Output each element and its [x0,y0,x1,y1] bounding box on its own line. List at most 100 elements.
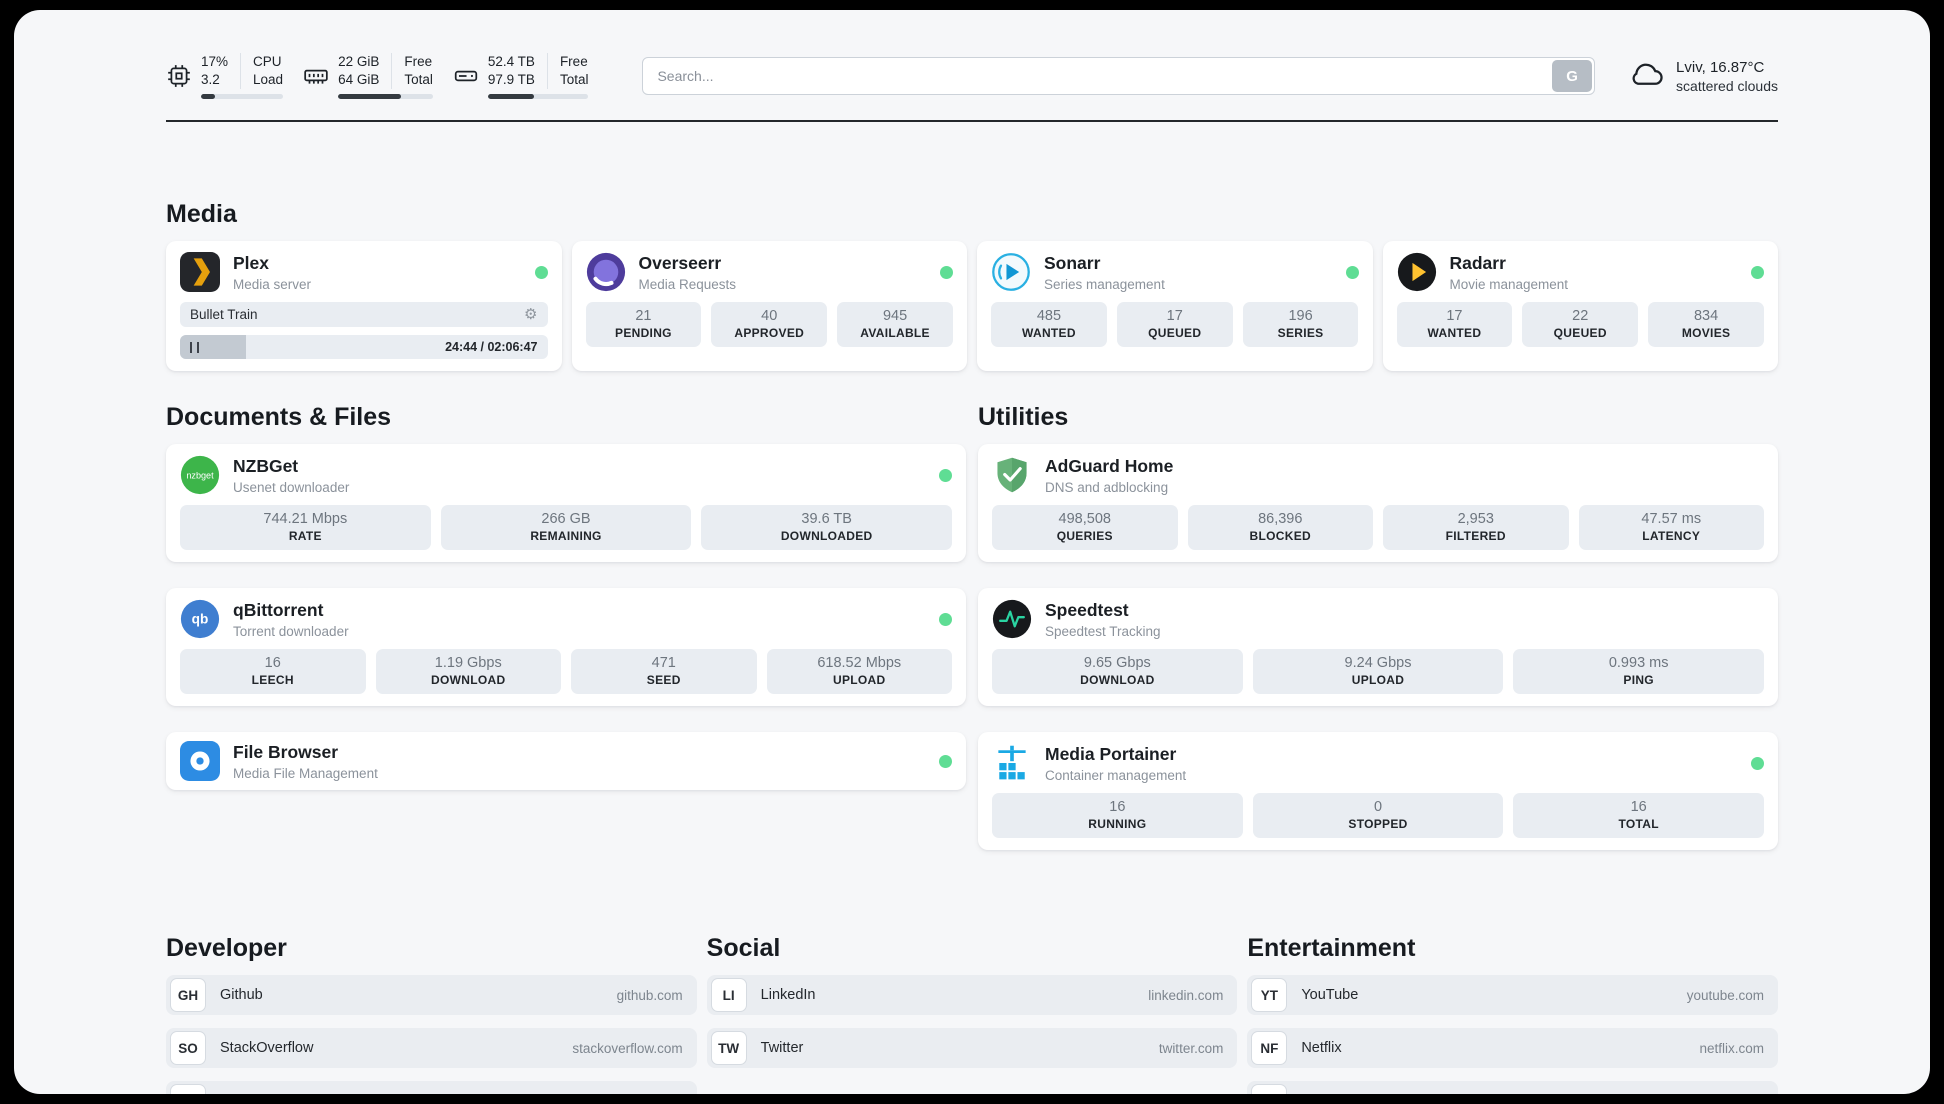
disk-total-label: Total [559,72,589,87]
app-subtitle: Container management [1045,767,1187,783]
disk-widget-body: 52.4 TB 97.9 TB Free Total [487,52,589,100]
disk-free-label: Free [559,53,588,69]
app-subtitle: Usenet downloader [233,479,350,495]
link-name: Netflix [1301,1040,1342,1056]
app-card-overseerr[interactable]: Overseerr Media Requests 21 PENDING 40 A… [571,241,967,371]
section-social: Social LI LinkedIn linkedin.com TW Twitt… [706,934,1238,1068]
link-url: twitter.com [1158,1040,1224,1056]
link-url: youtube.com [1686,987,1764,1003]
stat-value: 17 [1166,308,1183,324]
app-card-portainer[interactable]: Media Portainer Container management 16 … [978,732,1778,850]
stat-value: 945 [882,308,908,324]
stat-label: REMAINING [530,529,602,543]
stat-wanted: 17 WANTED [1396,302,1513,347]
app-card-qbittorrent[interactable]: qb qBittorrent Torrent downloader 16 LEE… [166,588,966,706]
link-row-github[interactable]: GH Github github.com [166,975,697,1015]
playback-progress-bar[interactable]: 24:44 / 02:06:47 [180,335,548,359]
ram-free-value: 22 GiB [338,53,380,69]
ram-free-label: Free [404,53,433,69]
section-title-social: Social [706,934,781,962]
stat-label: DOWNLOADED [780,529,873,543]
stat-queries: 498,508 QUERIES [992,505,1178,550]
stat-label: QUEUED [1553,326,1607,340]
link-row-stackoverflow[interactable]: SO StackOverflow stackoverflow.com [166,1028,697,1068]
sonarr-icon [991,252,1031,292]
svg-text:qb: qb [192,612,209,627]
link-url: netflix.com [1699,1040,1764,1056]
app-subtitle: Media server [233,276,312,292]
section-documents: Documents & Files nzbget NZBGet Usenet d… [166,403,966,816]
stat-value: 47.57 ms [1641,511,1702,527]
disk-free-value: 52.4 TB [487,53,535,69]
stat-value: 16 [1630,799,1647,815]
app-card-radarr[interactable]: Radarr Movie management 17 WANTED 22 QUE… [1382,241,1778,371]
link-name: LinkedIn [760,987,816,1003]
stat-download: 9.65 Gbps DOWNLOAD [992,649,1243,694]
link-row-youtube[interactable]: YT YouTube youtube.com [1247,975,1778,1015]
stat-value: 22 [1572,308,1589,324]
stat-value: 16 [264,655,281,671]
section-title-media: Media [166,200,237,228]
gear-icon[interactable]: ⚙ [524,306,538,323]
status-dot [940,265,953,279]
plex-icon [180,252,220,292]
stat-movies: 834 MOVIES [1648,302,1764,347]
status-dot [939,468,952,482]
stat-label: STOPPED [1348,817,1408,831]
app-card-plex[interactable]: Plex Media server Bullet Train ⚙ 24:44 /… [166,241,562,371]
status-dot [939,754,952,768]
link-row-netflix[interactable]: NF Netflix netflix.com [1247,1028,1778,1068]
link-row-reddit[interactable]: RE Reddit reddit.com [1247,1081,1778,1094]
link-url: github.com [616,987,683,1003]
cpu-usage-value: 17% [201,53,229,69]
search-engine-button[interactable]: G [1552,60,1593,92]
status-dot [1751,756,1764,770]
app-card-filebrowser[interactable]: File Browser Media File Management [166,732,966,790]
ram-widget-body: 22 GiB 64 GiB Free Total [338,52,433,100]
app-name: Overseerr [638,252,722,273]
stat-value: 834 [1693,308,1719,324]
stat-value: 266 GB [541,511,591,527]
qbittorrent-icon: qb [180,599,220,639]
ram-total-value: 64 GiB [338,72,380,87]
disk-usage-bar-fill [487,94,535,100]
stat-label: UPLOAD [1351,673,1405,687]
stat-label: LEECH [251,673,294,687]
link-row-dev[interactable]: DT DEV dev.to [166,1081,697,1094]
app-card-sonarr[interactable]: Sonarr Series management 485 WANTED 17 Q… [977,241,1373,371]
stat-label: BLOCKED [1249,529,1311,543]
cpu-load-value: 3.2 [201,72,220,87]
disk-widget: 52.4 TB 97.9 TB Free Total [453,52,589,100]
portainer-icon [992,743,1032,783]
section-media: Media Plex Media server Bullet Train [166,200,1778,371]
stat-label: SERIES [1277,326,1324,340]
disk-total-value: 97.9 TB [487,72,535,87]
link-row-linkedin[interactable]: LI LinkedIn linkedin.com [706,975,1238,1015]
stat-wanted: 485 WANTED [991,302,1107,347]
app-name: Plex [233,252,269,273]
stat-value: 1.19 Gbps [434,655,502,671]
stat-label: QUERIES [1056,529,1113,543]
link-row-twitter[interactable]: TW Twitter twitter.com [706,1028,1238,1068]
dashboard: 17% 3.2 CPU Load [14,10,1930,1094]
stat-value: 2,953 [1457,511,1494,527]
app-name: File Browser [233,741,339,762]
app-card-speedtest[interactable]: Speedtest Speedtest Tracking 9.65 Gbps D… [978,588,1778,706]
stat-value: 86,396 [1258,511,1303,527]
app-card-nzbget[interactable]: nzbget NZBGet Usenet downloader 744.21 M… [166,444,966,562]
section-developer: Developer GH Github github.com SO StackO… [166,934,697,1094]
app-card-adguard[interactable]: AdGuard Home DNS and adblocking 498,508 … [978,444,1778,562]
stat-label: SEED [646,673,681,687]
section-title-documents: Documents & Files [166,403,392,431]
stat-value: 471 [651,655,676,671]
search-input[interactable] [642,57,1596,95]
pause-icon[interactable] [190,341,199,353]
app-name: Sonarr [1044,252,1101,273]
stackoverflow-icon: SO [170,1031,206,1065]
stat-ping: 0.993 ms PING [1513,649,1765,694]
section-title-utilities: Utilities [978,403,1069,431]
app-name: Speedtest [1045,599,1129,620]
app-name: Media Portainer [1045,743,1177,764]
stat-rate: 744.21 Mbps RATE [180,505,431,550]
radarr-icon [1397,252,1437,292]
